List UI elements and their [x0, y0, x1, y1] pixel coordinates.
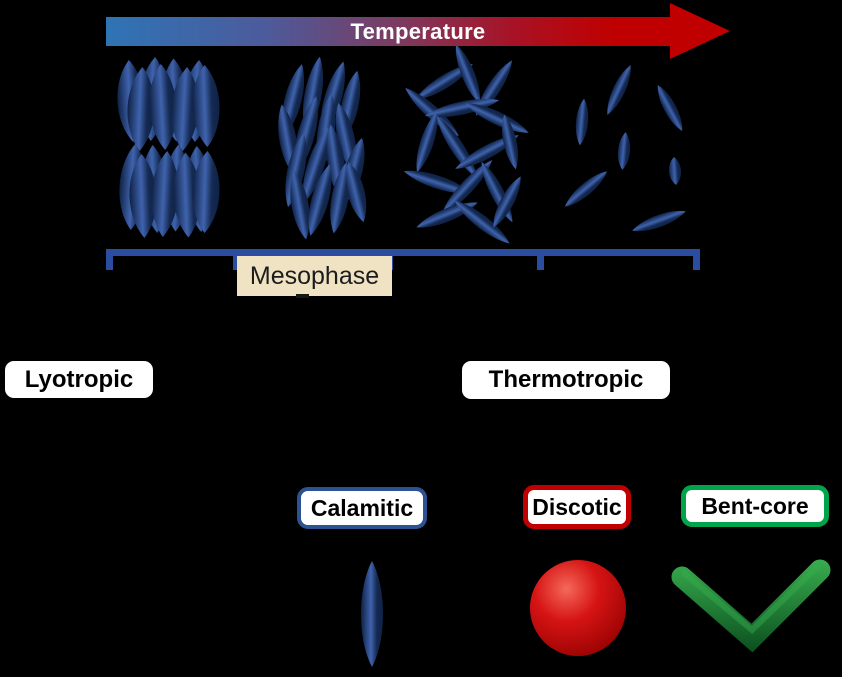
bracket-tick	[233, 249, 240, 270]
mesophase-tag: Mesophase	[237, 256, 392, 296]
bracket-tick	[537, 249, 544, 270]
calamitic-label-box: Calamitic	[297, 487, 427, 529]
lyotropic-label-box: Lyotropic	[5, 361, 153, 398]
bent-core-molecule-icon	[671, 559, 831, 653]
rod-molecule-icon	[361, 561, 383, 667]
temperature-arrow-label: Temperature	[350, 19, 486, 44]
sphere-molecule-icon	[530, 560, 626, 656]
ordered-layered-phase-figure	[115, 56, 221, 239]
phase-range-bracket	[106, 249, 700, 256]
molecule-type-shapes	[361, 559, 831, 667]
thermotropic-label-box: Thermotropic	[462, 361, 670, 399]
bent-core-label-box: Bent-core	[681, 485, 829, 527]
bracket-tick	[106, 249, 113, 270]
phase-clusters	[115, 41, 688, 249]
bent-core-label: Bent-core	[701, 492, 809, 519]
temperature-arrow-head-icon	[670, 3, 730, 59]
tangled-disordered-phase-figure	[400, 41, 532, 249]
bracket-tick	[693, 249, 700, 270]
bent-core-highlight	[682, 564, 820, 635]
isotropic-liquid-phase-figure	[561, 62, 688, 237]
thermotropic-label: Thermotropic	[488, 366, 644, 393]
calamitic-label: Calamitic	[310, 494, 414, 521]
lyotropic-label: Lyotropic	[24, 365, 134, 393]
discotic-label: Discotic	[532, 493, 622, 520]
aligned-nematic-phase-figure	[273, 55, 372, 241]
mesophase-label: Mesophase	[249, 261, 380, 290]
temperature-arrow-body	[106, 17, 672, 46]
cropped-text-mark	[296, 294, 309, 298]
discotic-label-box: Discotic	[523, 485, 631, 529]
